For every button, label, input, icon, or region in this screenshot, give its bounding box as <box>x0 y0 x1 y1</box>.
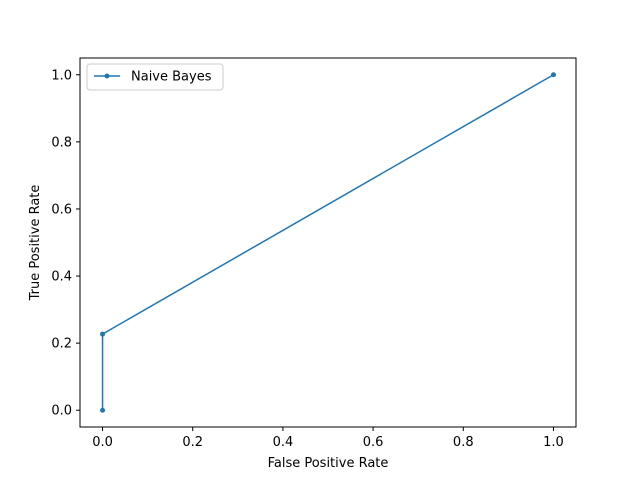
x-tick-label: 0.2 <box>182 435 203 450</box>
y-axis-label: True Positive Rate <box>28 185 43 302</box>
y-tick-label: 0.2 <box>51 337 72 352</box>
legend: Naive Bayes <box>86 63 224 91</box>
axes-frame <box>79 57 577 428</box>
x-tick-label: 1.0 <box>543 435 564 450</box>
legend-marker-naive-bayes <box>104 73 110 79</box>
y-tick-label: 1.0 <box>51 68 72 83</box>
x-tick-label: 0.4 <box>273 435 294 450</box>
y-tick-label: 0.8 <box>51 135 72 150</box>
data-point <box>100 407 106 413</box>
x-axis-label: False Positive Rate <box>268 456 389 471</box>
plot-area <box>100 72 556 413</box>
data-point <box>100 331 106 337</box>
y-tick-label: 0.4 <box>51 270 72 285</box>
legend-label-naive-bayes: Naive Bayes <box>131 70 212 85</box>
data-point <box>550 72 556 78</box>
x-tick-label: 0.0 <box>92 435 113 450</box>
axis-ticks: 0.0 0.2 0.4 0.6 0.8 1.0 0.0 0.2 0.4 0.6 0.8 1.0 <box>51 68 563 450</box>
x-tick-label: 0.8 <box>453 435 474 450</box>
legend-box <box>86 63 224 91</box>
y-tick-label: 0.0 <box>51 404 72 419</box>
x-tick-label: 0.6 <box>363 435 384 450</box>
y-tick-label: 0.6 <box>51 202 72 217</box>
